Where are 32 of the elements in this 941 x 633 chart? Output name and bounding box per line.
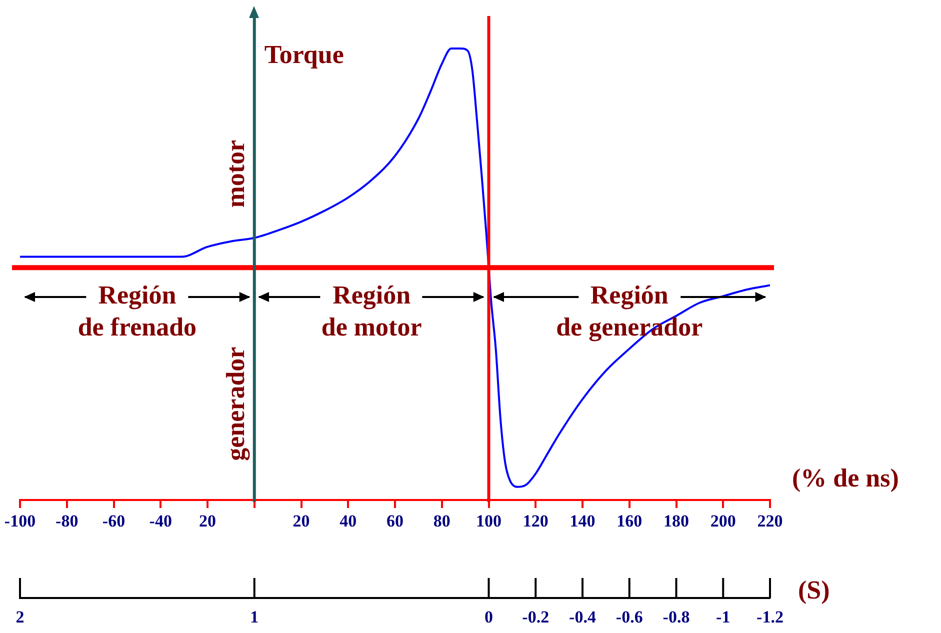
x2-tick-label: 2 (16, 608, 24, 627)
x-tick-label: 40 (340, 512, 357, 531)
x2-tick-label: -0.4 (569, 608, 596, 627)
x-tick-label: -100 (4, 512, 36, 531)
x2-tick-label: -0.6 (616, 608, 643, 627)
x2-tick-label: 0 (484, 608, 493, 627)
x2-tick-label: -0.2 (522, 608, 550, 627)
x-tick-label: 20 (199, 512, 216, 531)
annotation: motor (221, 140, 250, 208)
x2-axis-title: (S) (798, 576, 830, 605)
x-tick-label: 160 (616, 512, 642, 531)
annotation: generador (221, 346, 250, 461)
x2-tick-label: -1.2 (756, 608, 784, 627)
annotation: Región de motor (321, 280, 422, 342)
x-tick-label: 60 (386, 512, 404, 531)
x-tick-label: -40 (149, 512, 172, 531)
x-tick-label: 200 (710, 512, 736, 531)
x-tick-label: 220 (757, 512, 783, 531)
x-tick-label: 180 (664, 512, 689, 531)
x-tick-label: 140 (570, 512, 596, 531)
y-axis-title: Torque (264, 40, 344, 70)
x-tick-label: 100 (476, 512, 502, 531)
x-tick-label: 20 (292, 512, 310, 531)
x2-tick-label: -0.8 (662, 608, 690, 627)
x-axis-title: (% de ns) (792, 464, 899, 493)
annotation: Región de frenado (78, 280, 197, 342)
x2-tick-label: -1 (716, 608, 730, 627)
x-tick-label: -60 (102, 512, 126, 531)
x2-tick-label: 1 (250, 608, 259, 627)
x-tick-label: 120 (522, 512, 548, 531)
x-tick-label: 80 (433, 512, 450, 531)
x-tick-label: -80 (56, 512, 78, 531)
